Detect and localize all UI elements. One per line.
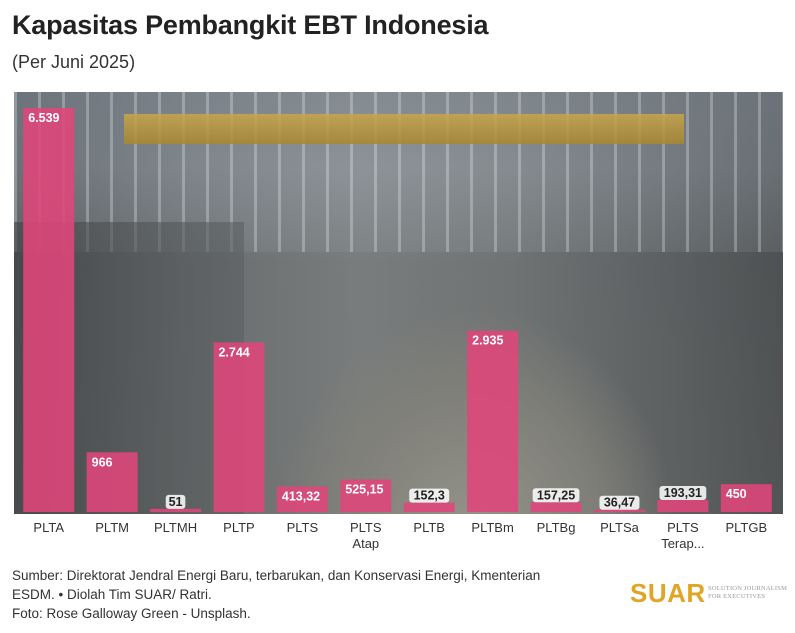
category-label-4: PLTS [287,520,319,535]
value-label-4: 413,32 [282,489,320,503]
value-label-7: 2.935 [472,334,503,348]
value-label-bg-2 [165,494,186,509]
bar-1 [86,452,138,512]
category-label-11: PLTGB [725,520,767,535]
value-label-6: 152,3 [414,489,445,503]
category-label-8: PLTBg [537,520,576,535]
category-label-9: PLTSa [600,520,640,535]
bar-7 [467,330,519,512]
bar-11 [720,484,772,512]
value-label-2: 51 [169,495,183,509]
value-label-5: 525,15 [345,483,383,497]
source-line-1: Sumber: Direktorat Jendral Energi Baru, … [12,568,541,583]
value-label-bg-8 [532,488,580,503]
chart-title: Kapasitas Pembangkit EBT Indonesia [12,10,489,40]
chart-subtitle: (Per Juni 2025) [12,52,136,72]
bar-chart: 6.539 PLTA 966 PLTM 51 PLTMH 2.744 PLTP 413,32 PL… [23,108,772,551]
category-label-5: PLTS Atap [350,520,382,551]
bar-9 [593,509,645,512]
value-label-bg-6 [409,488,450,503]
value-label-bg-10 [659,486,707,501]
category-label-2: PLTMH [154,520,197,535]
value-label-10: 193,31 [664,486,702,500]
bar-3 [213,342,265,512]
bar-5 [340,479,392,512]
bar-6 [403,502,455,512]
category-label-1: PLTM [95,520,129,535]
bar-2 [150,508,202,512]
category-label-7: PLTBm [471,520,513,535]
source-line-2: ESDM. • Diolah Tim SUAR/ Ratri. [12,587,212,602]
category-label-0: PLTA [33,520,64,535]
value-label-1: 966 [92,455,113,469]
suar-logo: SUAR [630,578,706,608]
value-label-8: 157,25 [537,488,575,502]
value-label-11: 450 [726,487,747,501]
suar-logo-tagline: Solution Journalism for Executives [708,585,788,600]
bar-10 [657,500,709,512]
value-label-9: 36,47 [604,496,635,510]
footer: Sumber: Direktorat Jendral Energi Baru, … [12,566,612,623]
bar-8 [530,502,582,512]
value-label-0: 6.539 [28,111,59,125]
bar-0 [23,108,75,512]
category-label-6: PLTB [413,520,445,535]
category-label-3: PLTP [223,520,255,535]
photo-credit: Foto: Rose Galloway Green - Unsplash. [12,606,251,621]
value-label-3: 2.744 [218,345,249,359]
bar-4 [276,486,328,512]
category-label-10: PLTS Terap... [661,520,704,551]
value-label-bg-9 [599,495,640,510]
photo-crane [124,114,684,144]
